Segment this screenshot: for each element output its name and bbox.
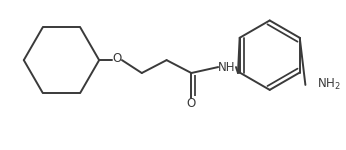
Text: O: O: [112, 52, 122, 65]
Text: O: O: [187, 97, 196, 110]
Text: NH: NH: [218, 61, 236, 74]
Text: NH$_2$: NH$_2$: [317, 77, 341, 92]
